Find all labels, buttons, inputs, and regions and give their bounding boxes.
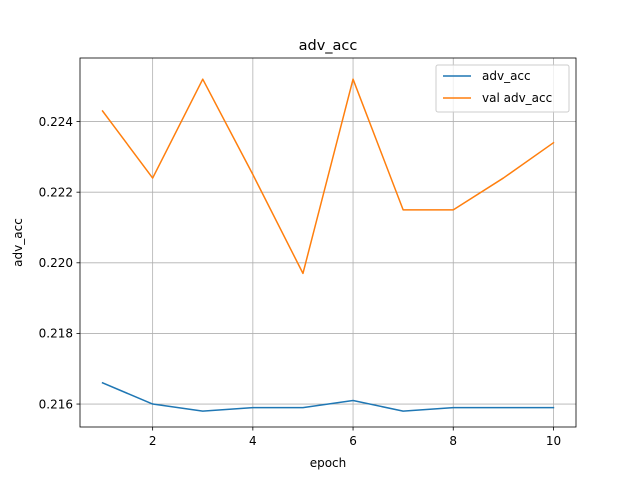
y-tick-label: 0.224 xyxy=(39,115,73,129)
chart-title: adv_acc xyxy=(299,38,358,54)
x-axis: 2 4 6 8 10 xyxy=(149,427,561,448)
plot-area xyxy=(80,58,576,427)
x-tick-label: 10 xyxy=(546,434,561,448)
x-tick-label: 2 xyxy=(149,434,157,448)
series-line-adv-acc xyxy=(101,381,555,412)
y-tick-label: 0.220 xyxy=(39,256,73,270)
x-tick-label: 8 xyxy=(449,434,457,448)
legend: adv_acc val adv_acc xyxy=(435,64,570,113)
x-tick-label: 6 xyxy=(349,434,357,448)
plot-frame xyxy=(79,57,577,428)
legend-label-val-adv-acc: val adv_acc xyxy=(482,91,552,105)
series-layer xyxy=(101,78,555,412)
y-tick-label: 0.222 xyxy=(39,185,73,199)
y-axis-title: adv_acc xyxy=(11,218,25,267)
legend-label-adv-acc: adv_acc xyxy=(482,69,531,83)
series-line-val-adv-acc xyxy=(101,78,555,275)
x-axis-title: epoch xyxy=(310,456,347,470)
x-tick-label: 4 xyxy=(249,434,257,448)
y-tick-label: 0.218 xyxy=(39,327,73,341)
y-tick-label: 0.216 xyxy=(39,397,73,411)
y-axis: 0.216 0.218 0.220 0.222 0.224 xyxy=(39,115,80,411)
